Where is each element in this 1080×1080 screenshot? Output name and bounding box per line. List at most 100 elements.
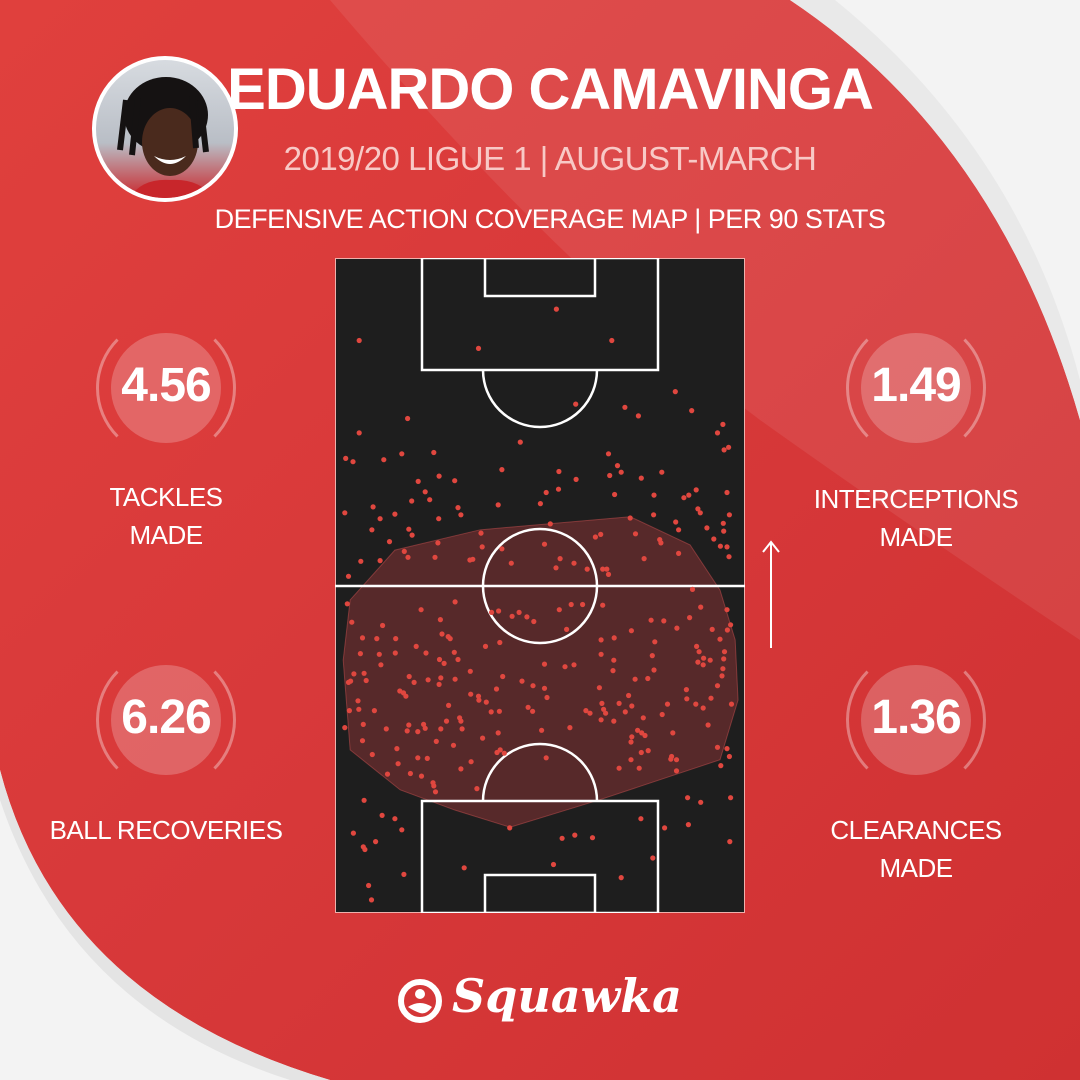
- defensive-action-point: [516, 609, 522, 615]
- defensive-action-point: [425, 677, 431, 683]
- defensive-action-point: [508, 560, 514, 566]
- defensive-action-point: [450, 742, 457, 748]
- defensive-action-point: [557, 556, 563, 562]
- defensive-action-point: [568, 601, 574, 608]
- penalty-box-top: [420, 258, 660, 372]
- defensive-action-point: [724, 544, 730, 550]
- defensive-action-point: [403, 693, 409, 699]
- defensive-action-point: [360, 721, 366, 727]
- defensive-action-point: [726, 554, 732, 560]
- defensive-action-point: [406, 673, 412, 680]
- defensive-action-point: [544, 694, 550, 701]
- defensive-action-point: [342, 510, 348, 516]
- defensive-action-point: [693, 487, 699, 493]
- defensive-action-point: [418, 607, 424, 613]
- defensive-action-point: [455, 505, 461, 511]
- defensive-action-point: [598, 531, 604, 537]
- defensive-action-point: [627, 515, 633, 521]
- stat-tackles: 4.56: [76, 318, 256, 458]
- defensive-action-point: [598, 717, 604, 723]
- defensive-action-point: [638, 475, 644, 481]
- brand-name: Squawka: [452, 969, 682, 1023]
- defensive-action-point: [373, 839, 379, 845]
- defensive-action-point: [636, 765, 642, 771]
- defensive-action-point: [406, 722, 412, 728]
- defensive-action-point: [611, 635, 617, 641]
- defensive-action-point: [407, 770, 413, 777]
- defensive-action-point: [673, 757, 680, 763]
- defensive-action-point: [376, 651, 382, 657]
- defensive-action-point: [726, 512, 732, 518]
- stat-value: 1.36: [871, 691, 961, 744]
- defensive-action-point: [685, 822, 691, 828]
- defensive-action-point: [415, 478, 421, 484]
- defensive-action-point: [676, 527, 682, 533]
- defensive-action-point: [483, 699, 489, 705]
- defensive-action-point: [638, 749, 644, 756]
- defensive-action-point: [681, 495, 687, 501]
- defensive-action-point: [629, 703, 635, 709]
- stat-arc: [846, 650, 986, 790]
- defensive-action-point: [543, 755, 549, 761]
- map-title: DEFENSIVE ACTION COVERAGE MAP | PER 90 S…: [214, 204, 886, 234]
- defensive-action-point: [635, 413, 641, 419]
- defensive-action-point: [401, 548, 407, 554]
- defensive-action-point: [674, 625, 680, 631]
- defensive-action-point: [616, 700, 622, 706]
- defensive-action-point: [366, 882, 372, 889]
- defensive-action-point: [673, 768, 680, 774]
- defensive-action-point: [350, 830, 356, 836]
- defensive-action-point: [717, 636, 723, 642]
- defensive-action-point: [424, 755, 430, 761]
- defensive-action-point: [603, 710, 609, 716]
- defensive-action-point: [711, 536, 717, 542]
- defensive-action-point: [384, 771, 391, 777]
- defensive-action-point: [431, 449, 437, 456]
- defensive-action-point: [432, 554, 438, 560]
- defensive-action-point: [571, 662, 577, 668]
- stat-arc: [96, 318, 236, 458]
- defensive-action-point: [704, 525, 710, 531]
- defensive-action-point: [629, 734, 635, 740]
- defensive-action-point: [349, 619, 355, 625]
- defensive-action-point: [605, 571, 612, 577]
- defensive-action-point: [474, 786, 480, 792]
- defensive-action-point: [524, 614, 530, 620]
- defensive-action-point: [714, 430, 721, 436]
- defensive-action-point: [346, 708, 352, 714]
- defensive-action-point: [499, 467, 505, 473]
- stat-label-line: MADE: [129, 520, 203, 550]
- defensive-action-point: [475, 345, 482, 351]
- defensive-action-point: [547, 521, 553, 527]
- defensive-action-point: [659, 711, 665, 718]
- defensive-action-point: [693, 701, 699, 707]
- defensive-action-point: [587, 710, 593, 716]
- defensive-action-point: [720, 666, 726, 672]
- defensive-action-point: [539, 727, 545, 733]
- defensive-action-point: [345, 573, 352, 579]
- defensive-action-point: [418, 773, 425, 779]
- defensive-action-point: [530, 708, 536, 714]
- defensive-action-point: [672, 389, 678, 395]
- defensive-action-point: [724, 627, 730, 633]
- defensive-action-point: [435, 540, 441, 546]
- defensive-action-point: [611, 718, 617, 724]
- defensive-action-point: [496, 608, 502, 614]
- defensive-action-point: [394, 746, 400, 752]
- defensive-action-point: [580, 601, 586, 608]
- defensive-action-point: [724, 607, 730, 613]
- arrow-up-icon: [762, 540, 780, 648]
- stat-recoveries: 6.26: [76, 650, 256, 790]
- defensive-action-point: [476, 697, 482, 703]
- stat-label-tackles: TACKLES MADE: [26, 478, 306, 554]
- defensive-action-point: [479, 544, 485, 550]
- defensive-action-point: [567, 725, 573, 731]
- background-curve-top-right: [790, 0, 1080, 420]
- defensive-action-point: [662, 825, 668, 831]
- stat-arc: [96, 650, 236, 790]
- defensive-action-point: [371, 708, 377, 714]
- defensive-action-point: [721, 528, 727, 534]
- defensive-action-point: [592, 534, 598, 540]
- defensive-action-point: [628, 757, 634, 763]
- defensive-action-point: [676, 550, 682, 556]
